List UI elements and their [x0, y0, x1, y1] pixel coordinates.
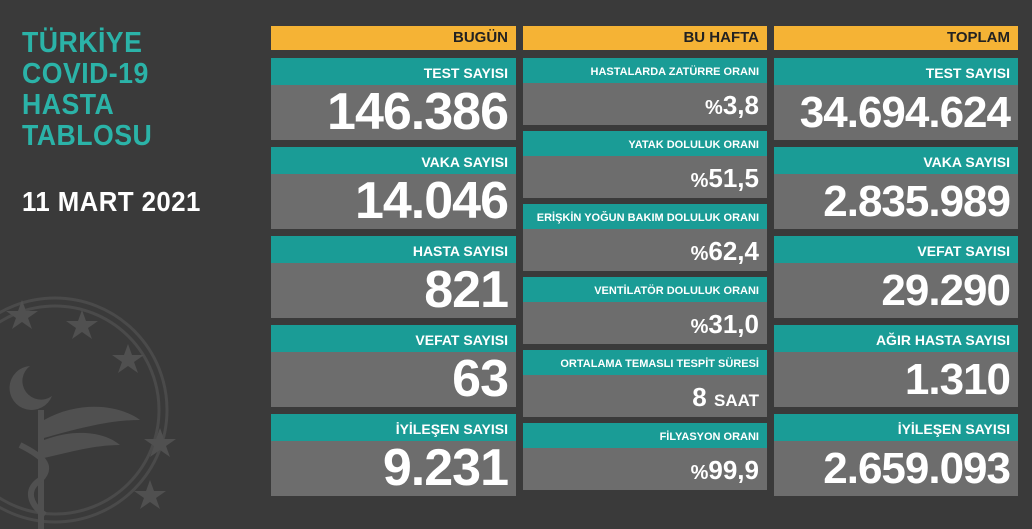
total-recovered-card: İYİLEŞEN SAYISI 2.659.093	[774, 414, 1018, 496]
card-label: VEFAT SAYISI	[271, 325, 516, 352]
card-value: 63	[271, 352, 516, 407]
value-number: 8	[692, 382, 707, 412]
card-value: 9.231	[271, 441, 516, 496]
card-value: 34.694.624	[774, 85, 1018, 140]
today-case-card: VAKA SAYISI 14.046	[271, 147, 516, 229]
value-number: 62,4	[708, 236, 759, 266]
value-number: 31,0	[708, 309, 759, 339]
week-column: BU HAFTA HASTALARDA ZATÜRRE ORANI %3,8 Y…	[523, 26, 767, 496]
title-line: COVID-19	[22, 58, 149, 90]
percent-sign: %	[690, 462, 709, 484]
card-label: TEST SAYISI	[271, 58, 516, 85]
percent-sign: %	[690, 243, 709, 265]
value-unit: SAAT	[713, 391, 759, 410]
card-value: %62,4	[523, 229, 767, 271]
week-pneumonia-card: HASTALARDA ZATÜRRE ORANI %3,8	[523, 58, 767, 125]
card-label: VAKA SAYISI	[271, 147, 516, 174]
percent-sign: %	[690, 170, 709, 192]
today-header: BUGÜN	[271, 26, 516, 50]
card-label: İYİLEŞEN SAYISI	[271, 414, 516, 441]
value-number: 3,8	[722, 90, 759, 120]
total-column: TOPLAM TEST SAYISI 34.694.624 VAKA SAYIS…	[774, 26, 1018, 496]
card-value: 2.659.093	[774, 441, 1018, 496]
card-value: 2.835.989	[774, 174, 1018, 229]
card-label: VEFAT SAYISI	[774, 236, 1018, 263]
today-patient-card: HASTA SAYISI 821	[271, 236, 516, 318]
card-value: 8 SAAT	[523, 375, 767, 417]
card-label: TEST SAYISI	[774, 58, 1018, 85]
card-value: 146.386	[271, 85, 516, 140]
total-header: TOPLAM	[774, 26, 1018, 50]
card-value: %51,5	[523, 156, 767, 198]
ministry-emblem-icon	[0, 296, 176, 529]
title-line: TABLOSU	[22, 120, 153, 152]
page-title: TÜRKİYE COVID-19 HASTA TABLOSU	[22, 28, 164, 152]
card-value: %3,8	[523, 83, 767, 125]
value-number: 51,5	[708, 163, 759, 193]
week-ventilator-card: VENTİLATÖR DOLULUK ORANI %31,0	[523, 277, 767, 344]
today-test-card: TEST SAYISI 146.386	[271, 58, 516, 140]
card-label: YATAK DOLULUK ORANI	[523, 131, 767, 156]
card-label: HASTALARDA ZATÜRRE ORANI	[523, 58, 767, 83]
week-icu-occupancy-card: ERİŞKİN YOĞUN BAKIM DOLULUK ORANI %62,4	[523, 204, 767, 271]
card-label: VAKA SAYISI	[774, 147, 1018, 174]
card-value: 14.046	[271, 174, 516, 229]
today-recovered-card: İYİLEŞEN SAYISI 9.231	[271, 414, 516, 496]
card-value: %31,0	[523, 302, 767, 344]
card-value: 29.290	[774, 263, 1018, 318]
title-line: TÜRKİYE	[22, 27, 143, 59]
percent-sign: %	[690, 316, 709, 338]
week-filiation-card: FİLYASYON ORANI %99,9	[523, 423, 767, 490]
card-label: ERİŞKİN YOĞUN BAKIM DOLULUK ORANI	[523, 204, 767, 229]
value-number: 99,9	[708, 455, 759, 485]
total-death-card: VEFAT SAYISI 29.290	[774, 236, 1018, 318]
card-label: HASTA SAYISI	[271, 236, 516, 263]
card-value: 1.310	[774, 352, 1018, 407]
total-test-card: TEST SAYISI 34.694.624	[774, 58, 1018, 140]
card-label: İYİLEŞEN SAYISI	[774, 414, 1018, 441]
week-header: BU HAFTA	[523, 26, 767, 50]
today-death-card: VEFAT SAYISI 63	[271, 325, 516, 407]
card-label: VENTİLATÖR DOLULUK ORANI	[523, 277, 767, 302]
total-critical-card: AĞIR HASTA SAYISI 1.310	[774, 325, 1018, 407]
report-date: 11 MART 2021	[22, 186, 201, 217]
card-label: AĞIR HASTA SAYISI	[774, 325, 1018, 352]
card-value: 821	[271, 263, 516, 318]
today-column: BUGÜN TEST SAYISI 146.386 VAKA SAYISI 14…	[271, 26, 516, 496]
card-value: %99,9	[523, 448, 767, 490]
week-bed-occupancy-card: YATAK DOLULUK ORANI %51,5	[523, 131, 767, 198]
card-label: ORTALAMA TEMASLI TESPİT SÜRESİ	[523, 350, 767, 375]
title-line: HASTA	[22, 89, 115, 121]
percent-sign: %	[705, 97, 723, 119]
total-case-card: VAKA SAYISI 2.835.989	[774, 147, 1018, 229]
card-label: FİLYASYON ORANI	[523, 423, 767, 448]
week-contact-tracing-card: ORTALAMA TEMASLI TESPİT SÜRESİ 8 SAAT	[523, 350, 767, 417]
